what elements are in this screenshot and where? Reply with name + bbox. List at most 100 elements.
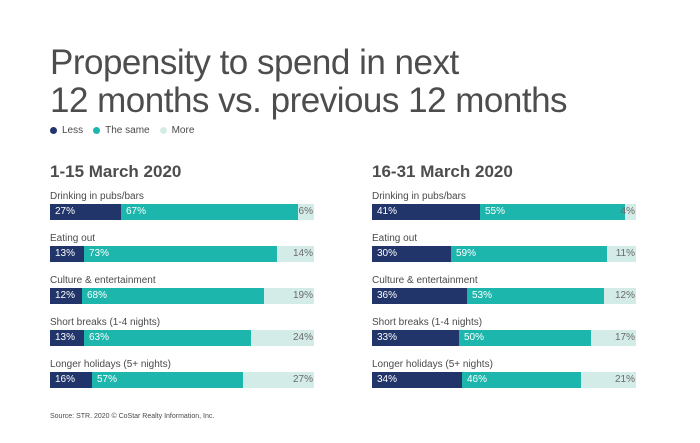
bar-segment-less: 36% — [372, 288, 467, 304]
bar-group: Longer holidays (5+ nights) 34% 46% 21% — [372, 358, 636, 388]
bar-segment-less: 12% — [50, 288, 82, 304]
data-label-more: 14% — [292, 248, 313, 259]
bar-segment-more: 27% — [243, 372, 314, 388]
bar-segment-less: 34% — [372, 372, 462, 388]
data-label-same: 57% — [97, 374, 118, 385]
data-label-less: 16% — [55, 374, 76, 385]
data-label-same: 67% — [126, 206, 147, 217]
stacked-bar: 27% 67% 6% — [50, 204, 314, 220]
legend-item-less: Less — [50, 125, 83, 136]
data-label-more: 6% — [298, 206, 313, 217]
bar-group: Drinking in pubs/bars 27% 67% 6% — [50, 190, 314, 220]
legend-swatch-same — [93, 127, 101, 134]
data-label-same: 50% — [464, 332, 485, 343]
bar-segment-same: 63% — [84, 330, 251, 346]
data-label-less: 13% — [55, 332, 76, 343]
bar-group: Longer holidays (5+ nights) 16% 57% 27% — [50, 358, 314, 388]
bar-segment-same: 50% — [459, 330, 591, 346]
data-label-less: 33% — [377, 332, 398, 343]
stacked-bar: 13% 63% 24% — [50, 330, 314, 346]
bar-segment-more: 12% — [604, 288, 636, 304]
bar-segment-less: 33% — [372, 330, 459, 346]
data-label-more: 27% — [292, 374, 313, 385]
bar-segment-less: 13% — [50, 330, 84, 346]
category-label: Drinking in pubs/bars — [372, 191, 466, 202]
legend-label-same: The same — [105, 125, 150, 136]
data-label-less: 13% — [55, 248, 76, 259]
legend-swatch-less — [50, 127, 57, 134]
category-label: Longer holidays (5+ nights) — [50, 359, 171, 370]
bar-segment-same: 55% — [480, 204, 625, 220]
data-label-more: 4% — [620, 206, 635, 217]
bar-segment-less: 41% — [372, 204, 480, 220]
category-label: Culture & entertainment — [372, 275, 478, 286]
bar-group: Eating out 13% 73% 14% — [50, 232, 314, 262]
data-label-more: 21% — [614, 374, 635, 385]
data-label-same: 55% — [485, 206, 506, 217]
bar-segment-less: 30% — [372, 246, 451, 262]
bar-segment-more: 14% — [277, 246, 314, 262]
bar-segment-more: 21% — [581, 372, 636, 388]
bar-segment-same: 73% — [84, 246, 277, 262]
bar-segment-less: 13% — [50, 246, 84, 262]
legend-label-more: More — [171, 125, 195, 136]
bar-segment-more: 4% — [621, 204, 636, 220]
data-label-less: 27% — [55, 206, 76, 217]
chart-title-line-2: 12 months vs. previous 12 months — [50, 81, 568, 120]
bar-segment-same: 46% — [462, 372, 581, 388]
category-label: Short breaks (1-4 nights) — [372, 317, 483, 328]
bar-segment-same: 53% — [467, 288, 604, 304]
bar-segment-more: 24% — [251, 330, 314, 346]
legend-label-less: Less — [62, 125, 84, 136]
stacked-bar: 13% 73% 14% — [50, 246, 314, 262]
category-label: Drinking in pubs/bars — [50, 191, 144, 202]
chart-panel-early-march: 1-15 March 2020 Drinking in pubs/bars 27%… — [50, 160, 320, 388]
chart-title: Propensity to spend in next 12 months vs… — [50, 43, 568, 120]
stacked-bar: 36% 53% 12% — [372, 288, 636, 304]
bar-group: Eating out 30% 59% 11% — [372, 232, 636, 262]
bar-segment-less: 16% — [50, 372, 92, 388]
category-label: Eating out — [372, 233, 418, 244]
stacked-bar: 41% 55% 4% — [372, 204, 636, 220]
data-label-less: 12% — [55, 290, 76, 301]
data-label-more: 12% — [614, 290, 635, 301]
stacked-bar: 16% 57% 27% — [50, 372, 314, 388]
bar-group: Short breaks (1-4 nights) 13% 63% 24% — [50, 316, 314, 346]
data-label-less: 30% — [377, 248, 398, 259]
data-label-less: 41% — [377, 206, 398, 217]
legend-item-same: The same — [93, 125, 150, 136]
data-label-same: 59% — [456, 248, 477, 259]
stacked-bar: 33% 50% 17% — [372, 330, 636, 346]
data-label-more: 24% — [292, 332, 313, 343]
category-label: Eating out — [50, 233, 96, 244]
data-label-less: 36% — [377, 290, 398, 301]
bar-group: Culture & entertainment 12% 68% 19% — [50, 274, 314, 304]
data-label-same: 73% — [89, 248, 110, 259]
category-label: Culture & entertainment — [50, 275, 156, 286]
bar-segment-more: 17% — [591, 330, 636, 346]
data-label-more: 17% — [614, 332, 635, 343]
legend-item-more: More — [159, 125, 195, 136]
legend-swatch-more — [159, 127, 167, 134]
bar-segment-more: 11% — [607, 246, 636, 262]
bar-segment-same: 68% — [82, 288, 264, 304]
data-label-same: 46% — [467, 374, 488, 385]
legend: Less The same More — [50, 125, 204, 136]
data-label-same: 63% — [89, 332, 110, 343]
data-label-less: 34% — [377, 374, 398, 385]
panel-title: 1-15 March 2020 — [50, 162, 182, 181]
bar-segment-same: 59% — [451, 246, 607, 262]
chart-title-line-1: Propensity to spend in next — [50, 43, 459, 82]
bar-segment-more: 19% — [264, 288, 314, 304]
data-label-same: 68% — [87, 290, 108, 301]
category-label: Short breaks (1-4 nights) — [50, 317, 161, 328]
stacked-bar: 34% 46% 21% — [372, 372, 636, 388]
bar-group: Culture & entertainment 36% 53% 12% — [372, 274, 636, 304]
bar-group: Short breaks (1-4 nights) 33% 50% 17% — [372, 316, 636, 346]
stacked-bar: 30% 59% 11% — [372, 246, 636, 262]
category-label: Longer holidays (5+ nights) — [372, 359, 493, 370]
data-label-same: 53% — [472, 290, 493, 301]
panel-title: 16-31 March 2020 — [372, 162, 513, 181]
bar-group: Drinking in pubs/bars 41% 55% 4% — [372, 190, 636, 220]
data-label-more: 19% — [292, 290, 313, 301]
